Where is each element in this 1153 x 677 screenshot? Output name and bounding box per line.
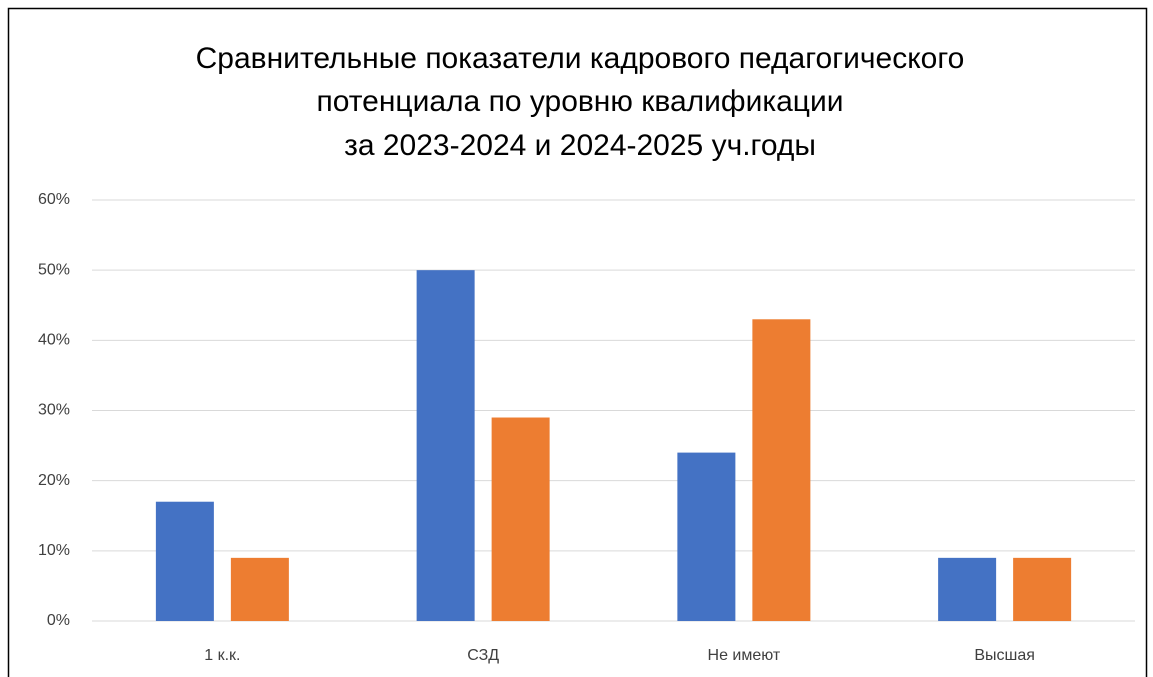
x-tick-label: 1 к.к.: [204, 647, 240, 664]
x-tick-label: СЗД: [467, 647, 499, 664]
y-tick-label: 40%: [38, 332, 70, 349]
y-tick-label: 50%: [38, 261, 70, 278]
bar: [155, 501, 214, 621]
bar: [677, 452, 736, 621]
chart-title: потенциала по уровню квалификации: [317, 85, 844, 118]
y-tick-label: 20%: [38, 472, 70, 489]
chart-title: за 2023-2024 и 2024-2025 уч.годы: [344, 129, 816, 162]
bar: [938, 557, 997, 621]
bar: [230, 557, 289, 621]
y-tick-label: 30%: [38, 402, 70, 419]
y-tick-label: 10%: [38, 542, 70, 559]
y-tick-label: 60%: [38, 191, 70, 208]
bar: [416, 270, 475, 621]
chart-title: Сравнительные показатели кадрового педаг…: [196, 42, 965, 75]
bar: [491, 417, 550, 621]
y-tick-label: 0%: [47, 612, 70, 629]
bar: [1013, 557, 1072, 621]
bar: [752, 319, 811, 621]
x-tick-label: Не имеют: [708, 647, 781, 664]
x-tick-label: Высшая: [974, 647, 1035, 664]
